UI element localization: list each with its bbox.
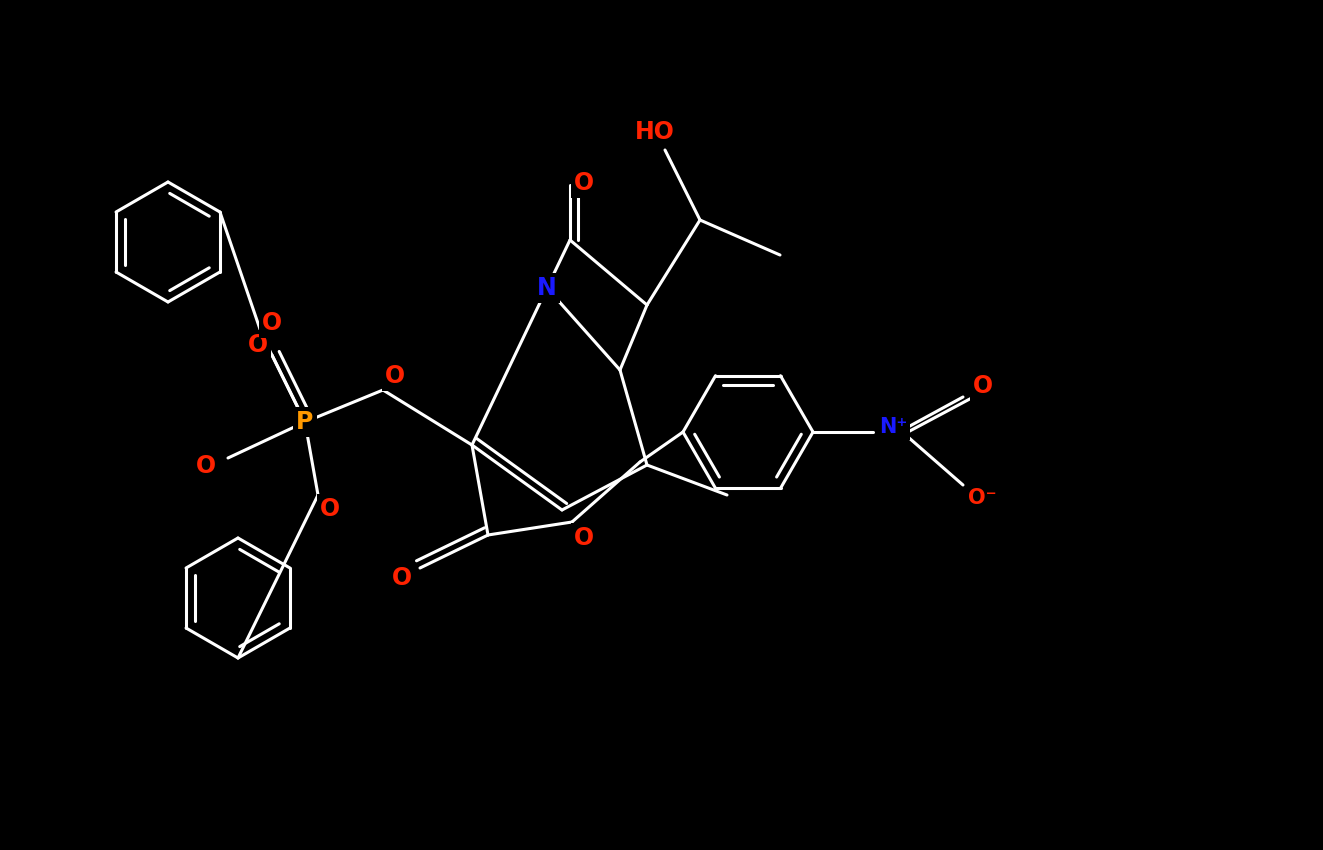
Text: O: O xyxy=(262,311,282,335)
Text: O: O xyxy=(392,566,411,590)
Text: O: O xyxy=(247,333,269,357)
Text: N: N xyxy=(537,276,557,300)
Text: O: O xyxy=(972,374,994,398)
Text: O: O xyxy=(320,497,340,521)
Text: O⁻: O⁻ xyxy=(967,488,996,508)
Text: N⁺: N⁺ xyxy=(878,417,908,437)
Text: O: O xyxy=(385,364,405,388)
Text: P: P xyxy=(296,410,314,434)
Text: O: O xyxy=(196,454,216,478)
Text: HO: HO xyxy=(635,120,675,144)
Text: O: O xyxy=(574,526,594,550)
Text: O: O xyxy=(574,171,594,195)
